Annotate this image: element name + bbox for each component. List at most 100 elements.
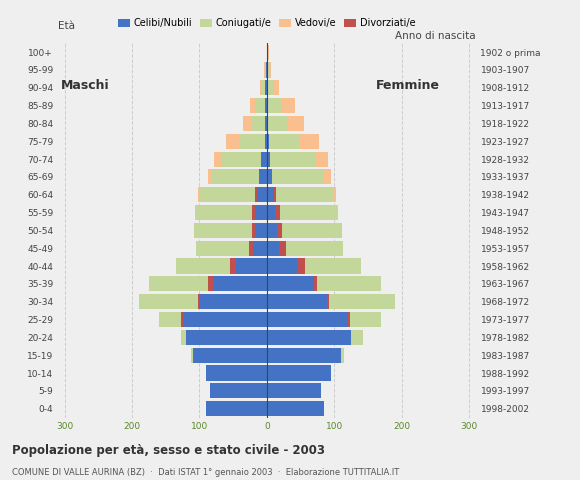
- Bar: [267, 98, 295, 113]
- Bar: [251, 116, 267, 131]
- Bar: [266, 98, 267, 113]
- Bar: [267, 401, 324, 416]
- Bar: [193, 348, 267, 363]
- Bar: [267, 45, 269, 60]
- Bar: [267, 383, 321, 398]
- Bar: [267, 348, 345, 363]
- Bar: [328, 294, 329, 309]
- Bar: [267, 187, 333, 203]
- Bar: [226, 134, 267, 149]
- Bar: [221, 152, 267, 167]
- Bar: [255, 223, 267, 238]
- Bar: [267, 258, 361, 274]
- Bar: [159, 312, 267, 327]
- Bar: [267, 365, 331, 381]
- Bar: [180, 330, 267, 345]
- Bar: [259, 169, 267, 184]
- Bar: [267, 205, 337, 220]
- Bar: [180, 330, 267, 345]
- Bar: [279, 240, 286, 256]
- Bar: [255, 205, 267, 220]
- Bar: [267, 134, 269, 149]
- Bar: [267, 401, 324, 416]
- Bar: [252, 223, 255, 238]
- Bar: [267, 365, 331, 381]
- Bar: [267, 116, 287, 131]
- Bar: [252, 205, 255, 220]
- Bar: [200, 294, 267, 309]
- Bar: [267, 223, 342, 238]
- Bar: [314, 276, 317, 291]
- Bar: [267, 205, 275, 220]
- Bar: [257, 187, 267, 203]
- Bar: [267, 116, 304, 131]
- Bar: [183, 312, 267, 327]
- Text: Maschi: Maschi: [61, 79, 110, 92]
- Bar: [194, 223, 267, 238]
- Bar: [267, 169, 272, 184]
- Bar: [191, 348, 267, 363]
- Bar: [265, 62, 267, 78]
- Bar: [267, 383, 321, 398]
- Bar: [212, 169, 267, 184]
- Bar: [265, 134, 267, 149]
- Bar: [264, 62, 267, 78]
- Bar: [267, 80, 268, 96]
- Bar: [206, 365, 267, 381]
- Bar: [176, 258, 267, 274]
- Bar: [274, 187, 276, 203]
- Bar: [262, 80, 267, 96]
- Bar: [267, 80, 274, 96]
- Bar: [267, 312, 381, 327]
- Text: Femmine: Femmine: [375, 79, 440, 92]
- Bar: [255, 98, 267, 113]
- Bar: [267, 116, 268, 131]
- Bar: [242, 116, 267, 131]
- Bar: [239, 134, 267, 149]
- Bar: [206, 365, 267, 381]
- Bar: [249, 240, 253, 256]
- Bar: [267, 62, 269, 78]
- Bar: [267, 134, 320, 149]
- Bar: [267, 312, 347, 327]
- Bar: [262, 152, 267, 167]
- Bar: [206, 401, 267, 416]
- Bar: [213, 276, 267, 291]
- Text: Popolazione per età, sesso e stato civile - 2003: Popolazione per età, sesso e stato civil…: [12, 444, 325, 457]
- Bar: [267, 240, 279, 256]
- Bar: [267, 348, 341, 363]
- Bar: [206, 401, 267, 416]
- Bar: [196, 240, 267, 256]
- Text: Età: Età: [58, 21, 75, 31]
- Bar: [149, 276, 267, 291]
- Bar: [267, 187, 274, 203]
- Bar: [206, 401, 267, 416]
- Bar: [266, 80, 267, 96]
- Bar: [267, 294, 395, 309]
- Bar: [267, 401, 324, 416]
- Bar: [208, 276, 213, 291]
- Bar: [209, 383, 267, 398]
- Bar: [267, 276, 381, 291]
- Bar: [159, 312, 267, 327]
- Bar: [237, 258, 267, 274]
- Bar: [267, 330, 363, 345]
- Bar: [186, 330, 267, 345]
- Bar: [275, 205, 280, 220]
- Bar: [267, 152, 270, 167]
- Bar: [267, 294, 395, 309]
- Bar: [176, 258, 267, 274]
- Bar: [267, 383, 321, 398]
- Bar: [267, 80, 279, 96]
- Bar: [195, 205, 267, 220]
- Bar: [194, 223, 267, 238]
- Bar: [267, 152, 316, 167]
- Legend: Celibi/Nubili, Coniugati/e, Vedovi/e, Divorziati/e: Celibi/Nubili, Coniugati/e, Vedovi/e, Di…: [114, 14, 419, 32]
- Bar: [208, 169, 267, 184]
- Bar: [195, 205, 267, 220]
- Bar: [260, 80, 267, 96]
- Bar: [266, 62, 267, 78]
- Bar: [250, 98, 267, 113]
- Bar: [267, 258, 297, 274]
- Bar: [267, 365, 331, 381]
